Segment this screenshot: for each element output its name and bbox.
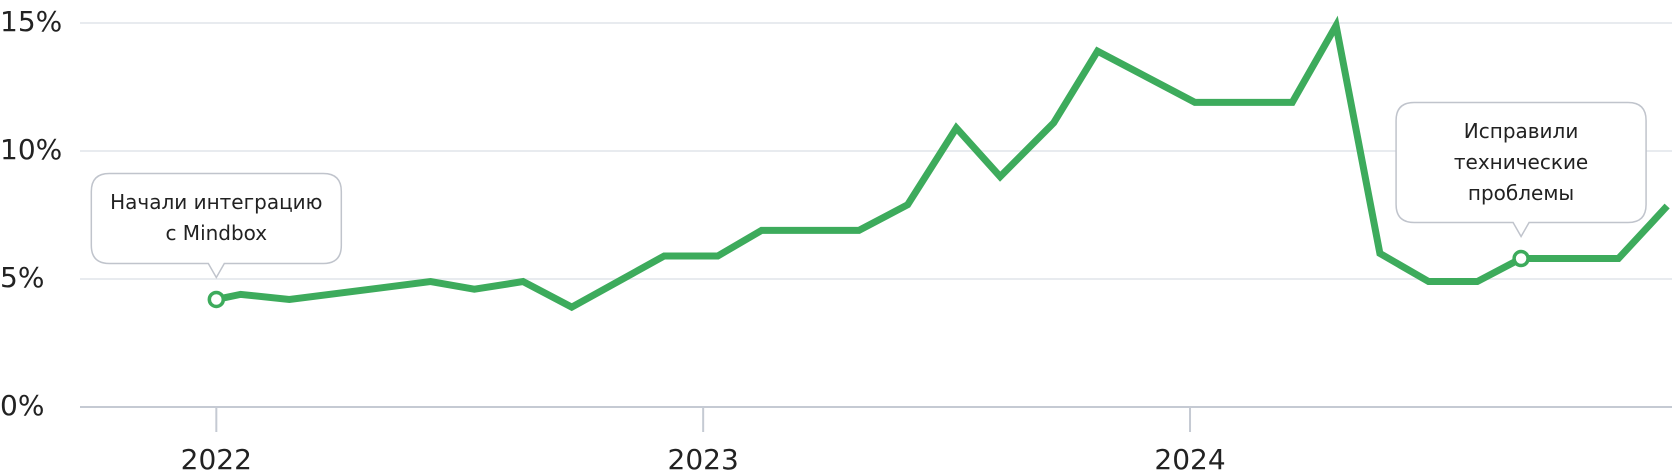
y-tick-label: 15% bbox=[0, 5, 62, 38]
y-tick-label: 10% bbox=[0, 133, 62, 166]
line bbox=[215, 15, 1670, 312]
callout: Начали интеграцию с Mindbox bbox=[90, 172, 343, 279]
callout-text: Начали интеграцию bbox=[110, 190, 322, 214]
y-tick-label: 0% bbox=[0, 389, 44, 422]
callout-text: с Mindbox bbox=[165, 221, 267, 245]
callout-box bbox=[90, 172, 343, 279]
x-tick-label: 2023 bbox=[668, 443, 739, 475]
x-tick-label: 2022 bbox=[181, 443, 252, 475]
callout: Исправили технические проблемы bbox=[1395, 101, 1647, 239]
callout-text: проблемы bbox=[1468, 181, 1574, 205]
callout-box bbox=[1395, 101, 1647, 239]
callout-text: Исправили bbox=[1464, 119, 1579, 143]
x-tick-label: 2024 bbox=[1154, 443, 1225, 475]
callout-text: технические bbox=[1454, 150, 1588, 174]
annotation-point bbox=[1512, 249, 1530, 268]
annotation-point bbox=[207, 290, 226, 309]
y-tick-label: 5% bbox=[0, 261, 44, 294]
